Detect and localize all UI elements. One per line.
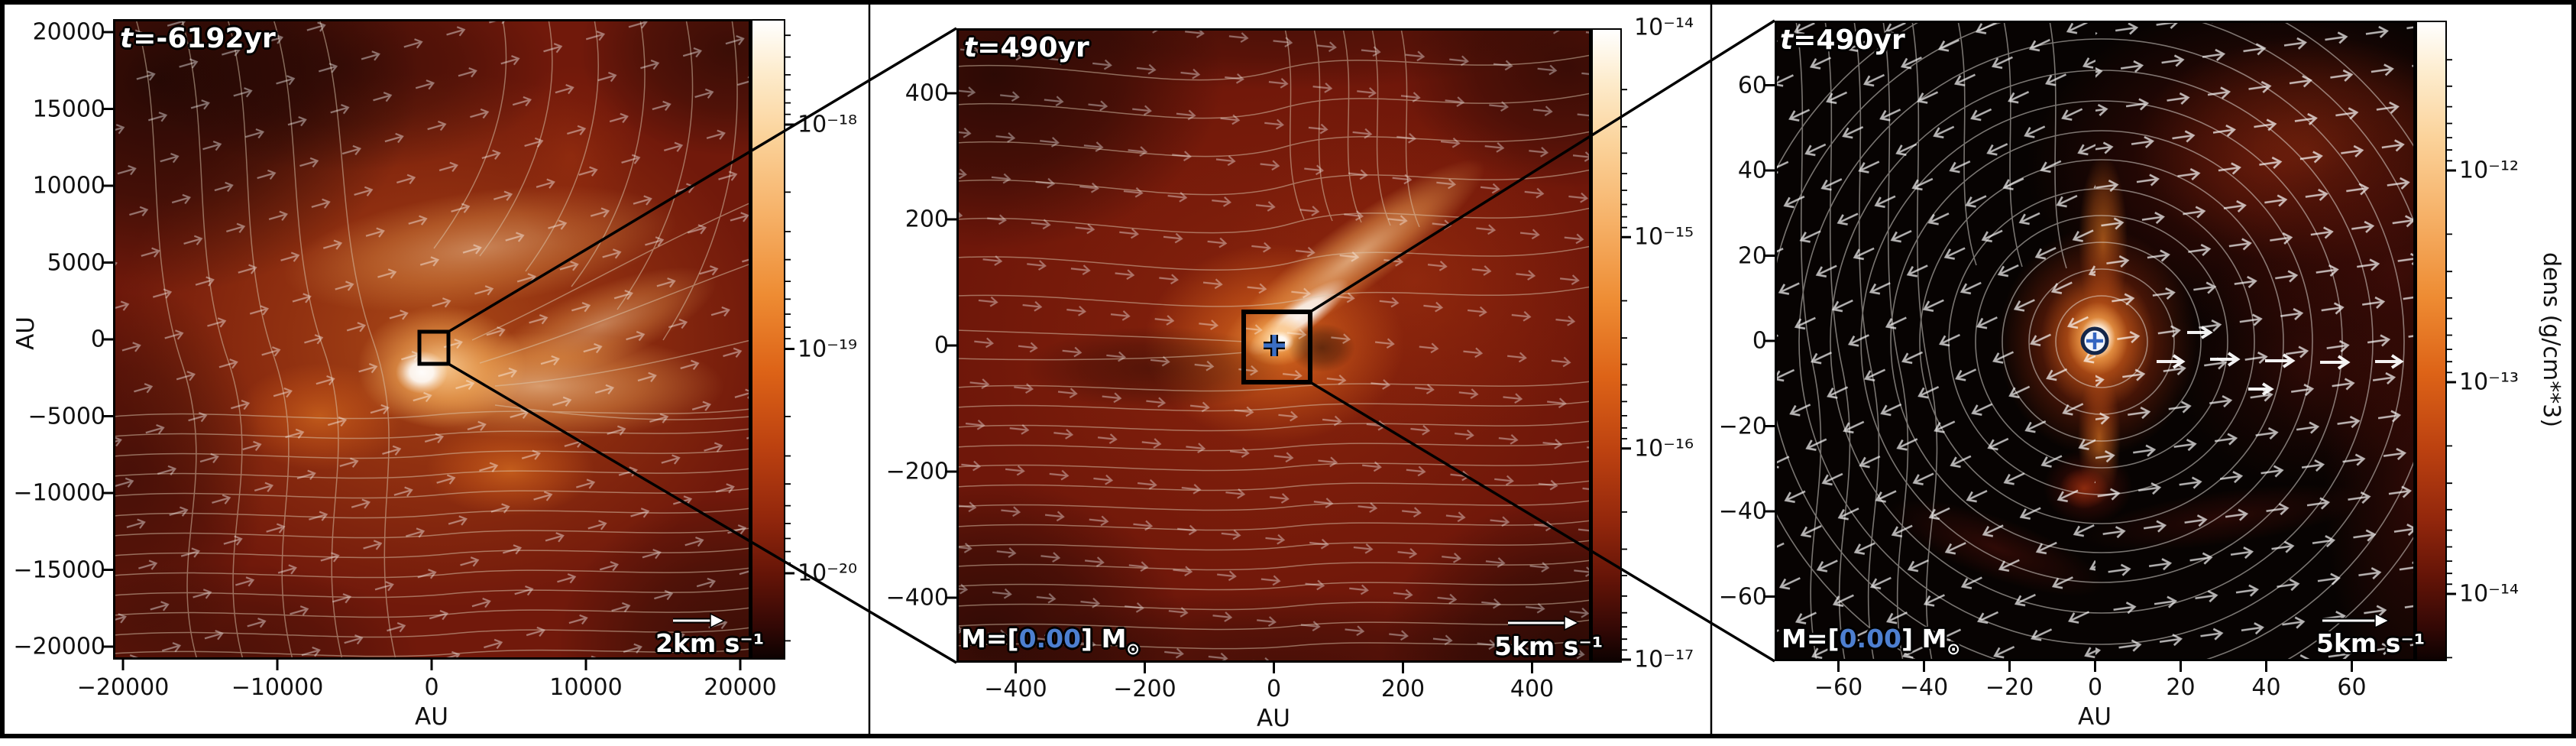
time-variable: t xyxy=(964,32,978,63)
right-panel-heatmap xyxy=(1775,21,2416,661)
x-axis-label: AU xyxy=(415,703,448,731)
x-tick: 40 xyxy=(2251,674,2281,701)
middle-panel-heatmap xyxy=(956,28,1591,663)
x-tick: 200 xyxy=(1380,676,1426,702)
colorbar-tick: 10⁻¹⁵ xyxy=(1634,223,1694,251)
y-tick: 0 xyxy=(934,332,949,359)
colorbar-tick: 10⁻¹⁸ xyxy=(798,111,858,138)
colorbar-tick: 10⁻²⁰ xyxy=(798,560,858,587)
time-annotation-middle: t=490yr xyxy=(964,32,1089,63)
y-tick: 60 xyxy=(1737,72,1767,99)
x-axis-label: AU xyxy=(1257,705,1290,732)
y-tick: 10000 xyxy=(32,172,105,199)
x-tick: 0 xyxy=(1266,676,1282,702)
x-tick: −20000 xyxy=(76,674,170,701)
x-tick: −10000 xyxy=(231,674,324,701)
colorbar-tick: 10⁻¹² xyxy=(2459,157,2519,184)
x-tick: −200 xyxy=(1113,676,1176,702)
right-colorbar xyxy=(2416,21,2447,661)
mass-annotation-right: M=[0.00] M⊙ xyxy=(1782,624,1961,658)
middle-colorbar xyxy=(1591,28,1622,663)
x-tick: 0 xyxy=(2087,674,2103,701)
x-axis-label: AU xyxy=(2078,703,2112,731)
colorbar-tick: 10⁻¹⁴ xyxy=(2459,580,2519,608)
time-annotation-right: t=490yr xyxy=(1780,24,1905,56)
time-variable: t xyxy=(1780,24,1794,56)
velocity-arrows xyxy=(113,19,751,660)
x-tick: 10000 xyxy=(549,674,623,701)
velocity-arrows-right xyxy=(2095,21,2416,661)
scale-annotation-left: 2km s⁻¹ xyxy=(655,628,765,658)
x-tick: −40 xyxy=(1899,674,1949,701)
y-tick: 40 xyxy=(1737,157,1767,184)
colorbar-tick: 10⁻¹⁶ xyxy=(1634,435,1694,462)
time-variable: t xyxy=(120,23,134,54)
colorbar-tick: 10⁻¹³ xyxy=(2459,368,2519,396)
left-colorbar xyxy=(751,19,785,660)
y-tick: 200 xyxy=(905,206,949,233)
time-value: =490yr xyxy=(977,32,1089,63)
x-tick: −20 xyxy=(1985,674,2034,701)
time-value: =-6192yr xyxy=(133,23,276,54)
y-tick: 0 xyxy=(90,326,105,353)
y-tick: −400 xyxy=(885,584,949,611)
y-tick: −20 xyxy=(1718,413,1767,439)
y-tick: −10000 xyxy=(13,479,105,507)
y-axis-label: AU xyxy=(12,316,40,350)
x-tick: 60 xyxy=(2337,674,2367,701)
sun-symbol: ⊙ xyxy=(1126,640,1141,658)
x-tick: −400 xyxy=(984,676,1047,702)
mass-annotation-middle: M=[0.00] M⊙ xyxy=(961,624,1141,658)
x-tick: −60 xyxy=(1814,674,1863,701)
colorbar-tick: 10⁻¹⁹ xyxy=(798,336,858,362)
colorbar-tick: 10⁻¹⁴ xyxy=(1634,14,1694,41)
y-tick: 20000 xyxy=(32,18,105,46)
x-tick: 400 xyxy=(1510,676,1555,702)
y-tick: −5000 xyxy=(28,403,105,430)
y-tick: −20000 xyxy=(13,633,105,660)
x-tick: 20000 xyxy=(704,674,777,701)
sun-symbol: ⊙ xyxy=(1947,640,1961,658)
y-tick: −40 xyxy=(1718,498,1767,525)
time-value: =490yr xyxy=(1793,24,1905,56)
time-annotation-left: t=-6192yr xyxy=(120,23,276,54)
y-tick: −60 xyxy=(1718,583,1767,610)
y-tick: 20 xyxy=(1737,242,1767,269)
y-tick: −15000 xyxy=(13,556,105,583)
x-tick: 0 xyxy=(424,674,439,701)
scale-annotation-middle: 5km s⁻¹ xyxy=(1494,631,1604,661)
y-tick: −200 xyxy=(885,458,949,485)
y-tick: 0 xyxy=(1752,327,1767,355)
protostar-marker xyxy=(2080,326,2109,355)
mass-value: 0.00 xyxy=(1839,624,1901,654)
y-tick: 5000 xyxy=(47,249,105,276)
y-tick: 15000 xyxy=(32,96,105,122)
mass-value: 0.00 xyxy=(1018,624,1081,654)
colorbar-tick: 10⁻¹⁷ xyxy=(1634,646,1694,673)
x-tick: 20 xyxy=(2166,674,2196,701)
left-panel-heatmap xyxy=(113,19,751,660)
velocity-arrows-left xyxy=(1775,21,2095,661)
y-tick: 400 xyxy=(905,79,949,107)
colorbar-axis-label: dens (g/cm**3) xyxy=(2538,252,2565,428)
scale-annotation-right: 5km s⁻¹ xyxy=(2316,628,2426,658)
